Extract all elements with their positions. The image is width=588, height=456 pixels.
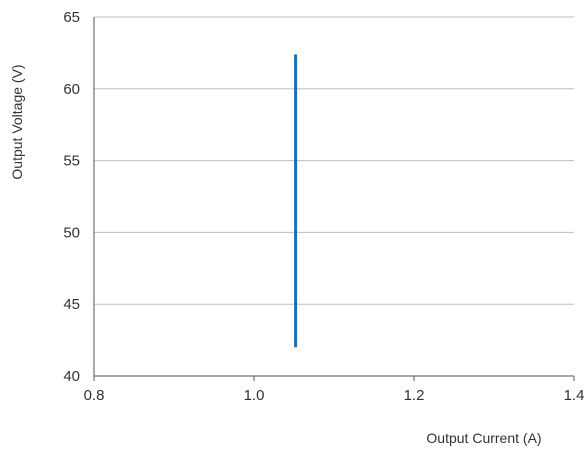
- y-tick-label: 65: [63, 9, 80, 26]
- y-tick-label: 50: [63, 224, 80, 241]
- x-tick-label: 0.8: [84, 387, 105, 404]
- x-tick-label: 1.2: [404, 387, 425, 404]
- y-axis-title: Output Voltage (V): [9, 64, 25, 179]
- x-tick-label: 1.0: [244, 387, 265, 404]
- y-tick-label: 55: [63, 153, 80, 170]
- x-tick-label: 1.4: [564, 387, 585, 404]
- y-tick-labels: 40 45 50 55 60 65: [63, 9, 80, 385]
- y-tick-label: 60: [63, 81, 80, 98]
- y-tick-label: 40: [63, 368, 80, 385]
- x-tick-labels: 0.8 1.0 1.2 1.4: [84, 376, 585, 404]
- gridlines: [94, 16, 574, 305]
- axes: [93, 17, 574, 377]
- x-axis-title: Output Current (A): [426, 430, 541, 446]
- y-tick-label: 45: [63, 296, 80, 313]
